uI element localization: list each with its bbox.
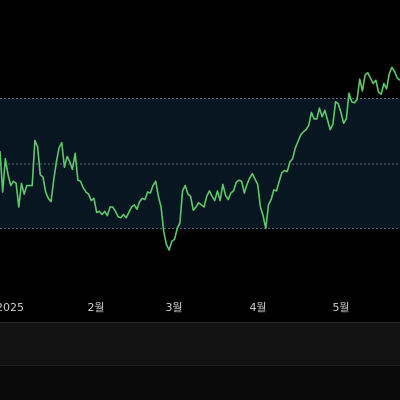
price-series-line — [0, 66, 400, 251]
x-tick-label: 5월 — [332, 301, 349, 314]
range-selector-bar[interactable] — [0, 322, 400, 366]
range-band — [0, 98, 400, 229]
x-tick-label: 4월 — [249, 301, 266, 314]
bottom-strip — [0, 366, 400, 400]
x-tick-label: 3월 — [165, 301, 182, 314]
x-tick-label: 2월 — [87, 301, 104, 314]
x-tick-label: 2025 — [0, 301, 24, 314]
